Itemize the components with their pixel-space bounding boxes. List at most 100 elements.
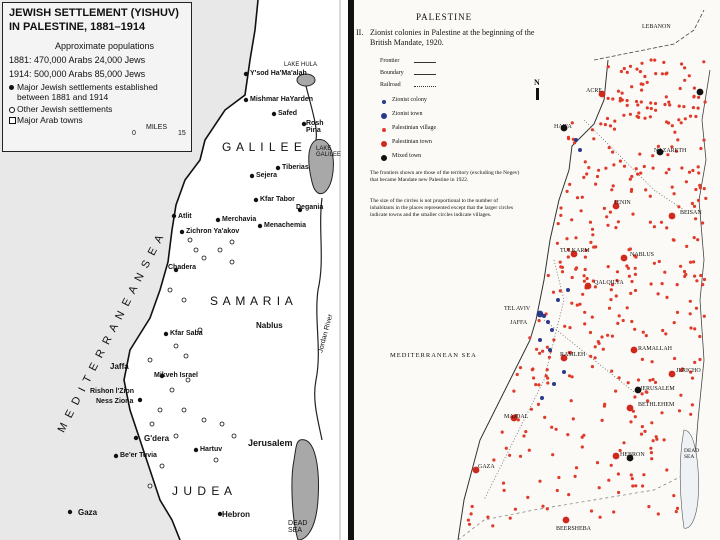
palestinian-village-marker — [611, 184, 615, 188]
palestinian-village-marker — [606, 333, 610, 337]
zionist-colonies-map: PALESTINE II. Zionist colonies in Palest… — [354, 0, 720, 540]
major-settlement-marker — [179, 229, 185, 235]
palestinian-village-marker — [559, 206, 563, 210]
palestinian-village-marker — [697, 171, 701, 175]
palestinian-village-marker — [589, 509, 594, 513]
palestinian-village-marker — [650, 421, 654, 425]
palestinian-village-marker — [609, 288, 613, 292]
palestinian-village-marker — [570, 375, 574, 379]
legend-zionist-town: Zionist town — [392, 111, 423, 117]
palestinian-village-marker — [667, 100, 671, 104]
major-settlement-marker — [297, 207, 303, 213]
palestinian-village-marker — [575, 303, 579, 307]
palestinian-village-marker — [566, 433, 570, 437]
palestinian-village-marker — [649, 282, 653, 286]
palestinian-village-marker — [615, 270, 620, 274]
palestinian-village-marker — [518, 366, 523, 370]
palestinian-village-marker — [679, 393, 683, 397]
palestinian-village-marker — [617, 314, 621, 318]
palestinian-village-marker — [633, 415, 637, 419]
palestinian-village-marker — [630, 85, 634, 89]
palestinian-village-marker — [672, 494, 676, 498]
palestinian-village-marker — [550, 425, 554, 429]
place-sejera: Sejera — [256, 172, 278, 179]
other-settlement-marker — [173, 343, 179, 349]
place-hartuv: Hartuv — [200, 446, 223, 453]
palestinian-village-marker — [594, 182, 598, 186]
legend-village-icon — [382, 128, 386, 132]
palestinian-village-marker — [653, 101, 658, 106]
palestinian-village-marker — [628, 64, 633, 68]
palestinian-village-marker — [674, 510, 678, 514]
palestinian-village-marker — [635, 114, 639, 118]
other-settlement-marker — [185, 377, 191, 383]
palestinian-village-marker — [645, 106, 649, 110]
left-legend: JEWISH SETTLEMENT (YISHUV) IN PALESTINE,… — [2, 2, 192, 152]
palestinian-village-marker — [649, 101, 653, 105]
palestinian-village-marker — [583, 322, 587, 326]
palestinian-village-marker — [642, 164, 646, 169]
palestinian-village-marker — [647, 505, 651, 509]
mixed-town-marker — [696, 88, 704, 96]
lake-hula-label: LAKE HULA — [284, 62, 318, 68]
palestinian-village-marker — [515, 372, 519, 377]
palestinian-village-marker — [524, 430, 528, 434]
legend-boundary: Boundary — [380, 70, 404, 76]
north-arrow-icon — [536, 88, 539, 100]
palestinian-village-marker — [612, 163, 616, 167]
palestinian-village-marker — [702, 314, 706, 318]
palestinian-village-marker — [689, 326, 693, 330]
palestinian-village-marker — [575, 196, 580, 200]
palestinian-village-marker — [665, 71, 669, 75]
palestinian-village-marker — [641, 330, 645, 334]
rplace-jaffa: JAFFA — [510, 320, 528, 326]
palestinian-village-marker — [513, 507, 517, 511]
palestinian-village-marker — [671, 238, 675, 242]
palestinian-village-marker — [622, 113, 626, 117]
rplace-tulkarm: TULKARM — [560, 248, 590, 254]
palestinian-village-marker — [580, 195, 584, 199]
palestinian-village-marker — [643, 429, 647, 433]
palestinian-village-marker — [618, 99, 622, 103]
palestinian-village-marker — [651, 439, 655, 443]
palestinian-village-marker — [597, 486, 601, 490]
palestinian-town-marker — [612, 452, 620, 460]
zionist-colony-marker — [552, 382, 556, 386]
palestinian-village-marker — [630, 279, 634, 284]
palestinian-village-marker — [592, 245, 596, 249]
palestinian-village-marker — [614, 200, 618, 204]
palestinian-village-marker — [693, 360, 697, 364]
palestinian-village-marker — [677, 409, 682, 413]
other-settlement-marker — [157, 407, 163, 413]
place-tiberias: Tiberias — [282, 164, 309, 171]
palestinian-village-marker — [630, 477, 634, 481]
major-settlement-marker — [159, 373, 165, 379]
palestinian-village-marker — [582, 279, 586, 283]
palestinian-village-marker — [683, 78, 687, 82]
palestinian-village-marker — [665, 120, 669, 124]
palestinian-village-marker — [611, 97, 615, 101]
palestinian-village-marker — [696, 165, 700, 169]
palestinian-village-marker — [663, 102, 667, 107]
palestinian-village-marker — [565, 237, 569, 241]
palestinian-village-marker — [653, 380, 658, 384]
palestinian-village-marker — [516, 418, 520, 422]
palestinian-village-marker — [680, 367, 684, 371]
palestinian-village-marker — [692, 204, 697, 208]
palestinian-village-marker — [610, 334, 614, 338]
palestinian-village-marker — [560, 270, 565, 274]
other-settlement-marker — [147, 483, 153, 489]
palestinian-village-marker — [607, 306, 612, 310]
palestinian-village-marker — [590, 365, 594, 369]
palestinian-village-marker — [639, 171, 643, 175]
place-merchavia: Merchavia — [222, 216, 257, 223]
palestinian-village-marker — [567, 374, 572, 378]
palestinian-village-marker — [677, 118, 681, 122]
palestinian-village-marker — [651, 154, 655, 158]
palestinian-village-marker — [625, 264, 629, 268]
place-safed: Safed — [278, 110, 298, 117]
palestinian-village-marker — [641, 484, 645, 488]
palestinian-village-marker — [545, 368, 549, 372]
palestinian-village-marker — [501, 481, 506, 485]
right-dead-sea-label: DEAD SEA — [684, 448, 700, 460]
